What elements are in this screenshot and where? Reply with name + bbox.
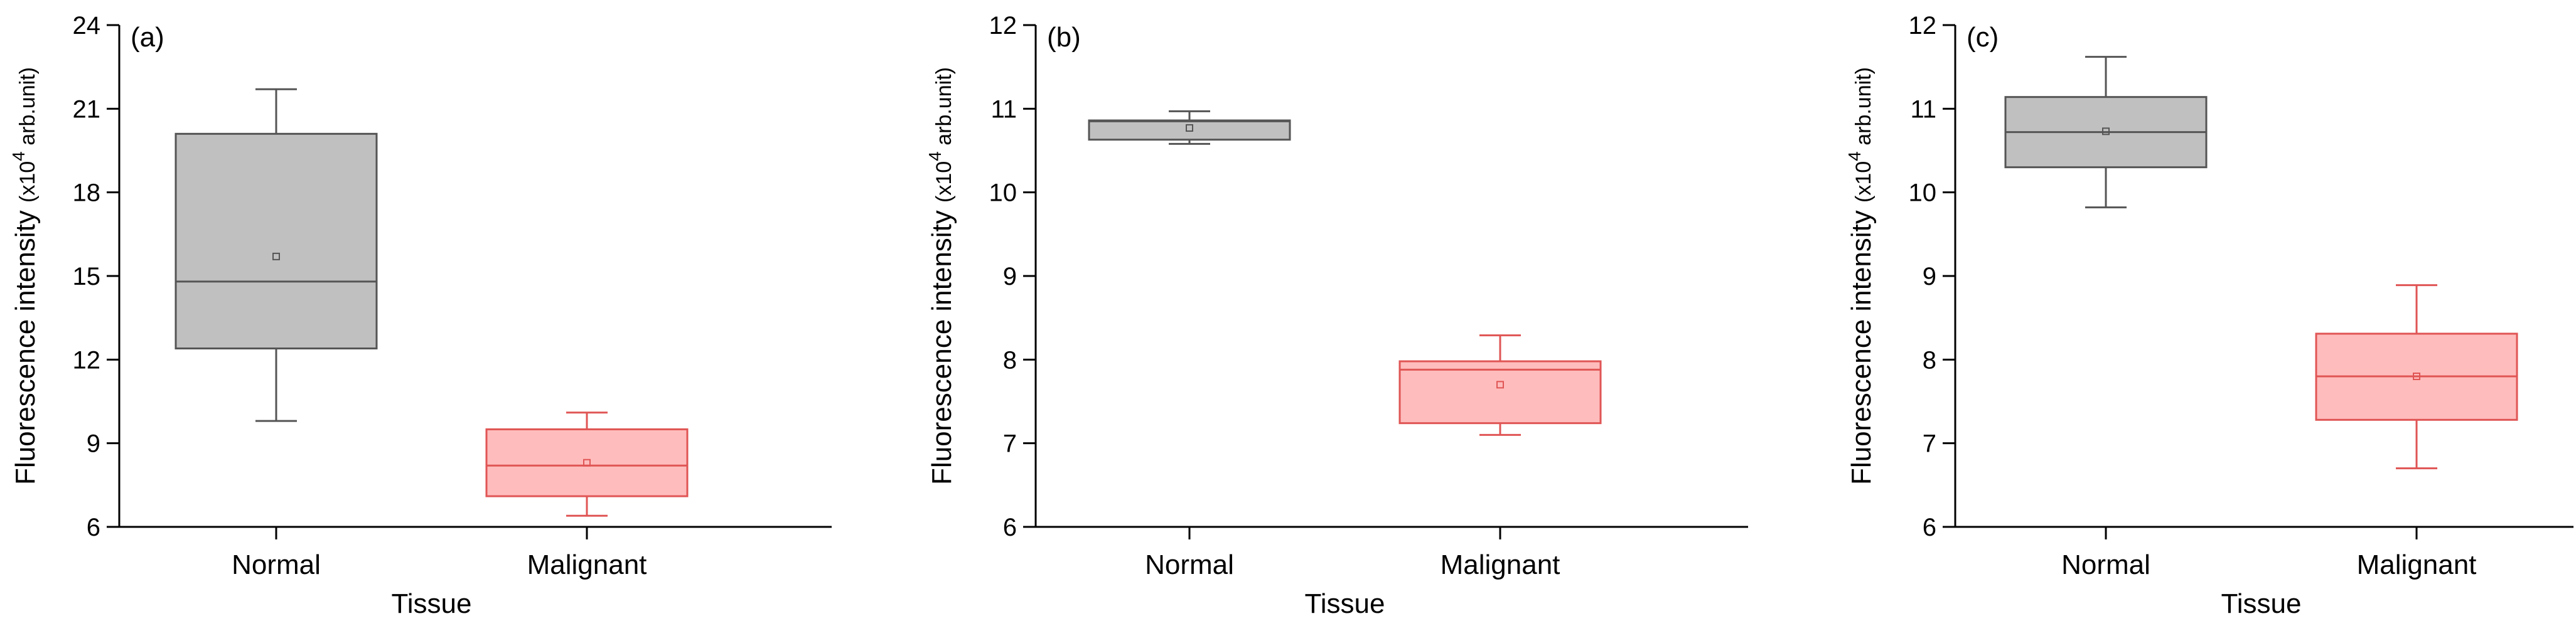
iqr-box bbox=[174, 132, 378, 350]
mean-marker bbox=[272, 252, 280, 260]
y-axis-label-unit-suffix: arb.unit) bbox=[932, 67, 956, 151]
y-tick-label: 7 bbox=[1923, 430, 1936, 458]
y-tick-label: 24 bbox=[73, 12, 101, 40]
y-axis-label-unit-prefix: (x10 bbox=[932, 161, 956, 203]
y-tick-label: 10 bbox=[1909, 179, 1937, 207]
x-axis-label: Tissue bbox=[2221, 588, 2302, 619]
y-axis-label: Fluorescence intensity (x104 arb.unit) bbox=[9, 67, 41, 485]
y-tick-label: 9 bbox=[1923, 263, 1936, 290]
mean-marker bbox=[2102, 127, 2110, 135]
panel-label: (a) bbox=[131, 22, 164, 53]
box-normal bbox=[1088, 110, 1291, 145]
x-tick-label: Malignant bbox=[527, 549, 647, 580]
y-axis-label: Fluorescence intensity (x104 arb.unit) bbox=[925, 67, 957, 485]
y-tick-label: 12 bbox=[73, 346, 101, 374]
panel-c: 6 7 8 9 10 11 12 Normal Malignant Tissue (c) Fluore… bbox=[1845, 12, 2573, 619]
y-tick-label: 18 bbox=[73, 179, 101, 207]
y-axis-label: Fluorescence intensity (x104 arb.unit) bbox=[1845, 67, 1877, 485]
iqr-box bbox=[1088, 119, 1291, 141]
y-axis-label-unit-prefix: (x10 bbox=[16, 161, 40, 203]
y-axis-label-exponent: 4 bbox=[9, 151, 28, 161]
y-tick-label: 11 bbox=[990, 95, 1017, 123]
y-tick-label: 6 bbox=[1923, 514, 1936, 541]
box-normal bbox=[2004, 56, 2208, 209]
y-tick-label: 12 bbox=[1909, 12, 1937, 40]
y-tick-label: 6 bbox=[1003, 514, 1017, 541]
box-malignant bbox=[485, 411, 689, 517]
x-tick-label: Normal bbox=[1145, 549, 1234, 580]
x-tick-label: Normal bbox=[232, 549, 321, 580]
y-axis-label-unit-prefix: (x10 bbox=[1852, 161, 1876, 203]
y-tick-label: 8 bbox=[1003, 346, 1017, 374]
x-axis-label: Tissue bbox=[1305, 588, 1385, 619]
iqr-box bbox=[485, 428, 689, 497]
panel-a: 6 9 12 15 18 21 24 Normal Malignant Tissue (a) Fluo… bbox=[9, 12, 832, 619]
y-tick-label: 7 bbox=[1003, 430, 1017, 458]
panel-b: 6 7 8 9 10 11 12 Normal Malignant Tissue (b) Fluore… bbox=[925, 12, 1748, 619]
panel-label: (b) bbox=[1047, 22, 1081, 53]
x-axis-label: Tissue bbox=[392, 588, 472, 619]
y-axis-label-exponent: 4 bbox=[925, 151, 945, 161]
box-normal bbox=[174, 88, 378, 422]
y-tick-label: 15 bbox=[73, 263, 101, 290]
mean-marker bbox=[1496, 381, 1504, 389]
iqr-box bbox=[1398, 360, 1602, 425]
y-axis-label-main: Fluorescence intensity bbox=[1846, 203, 1877, 485]
x-tick-label: Malignant bbox=[1441, 549, 1560, 580]
box-malignant bbox=[1398, 334, 1602, 436]
y-tick-label: 6 bbox=[87, 514, 100, 541]
box-malignant bbox=[2315, 284, 2518, 470]
y-tick-label: 9 bbox=[87, 430, 100, 458]
x-tick-label: Malignant bbox=[2357, 549, 2477, 580]
y-axis-label-unit-suffix: arb.unit) bbox=[16, 67, 40, 151]
y-tick-label: 10 bbox=[989, 179, 1017, 207]
panel-label: (c) bbox=[1967, 22, 1999, 53]
mean-marker bbox=[1186, 124, 1193, 132]
x-tick-label: Normal bbox=[2061, 549, 2150, 580]
mean-marker bbox=[583, 459, 591, 467]
y-axis-label-main: Fluorescence intensity bbox=[926, 203, 957, 485]
y-tick-label: 21 bbox=[73, 95, 101, 123]
y-tick-label: 11 bbox=[1910, 95, 1936, 123]
y-axis-label-main: Fluorescence intensity bbox=[10, 203, 41, 485]
y-tick-label: 12 bbox=[989, 12, 1017, 40]
y-tick-label: 9 bbox=[1003, 263, 1017, 290]
mean-marker bbox=[2413, 373, 2420, 380]
y-axis-label-unit-suffix: arb.unit) bbox=[1852, 67, 1876, 151]
y-axis-label-exponent: 4 bbox=[1845, 151, 1864, 161]
y-tick-label: 8 bbox=[1923, 346, 1936, 374]
